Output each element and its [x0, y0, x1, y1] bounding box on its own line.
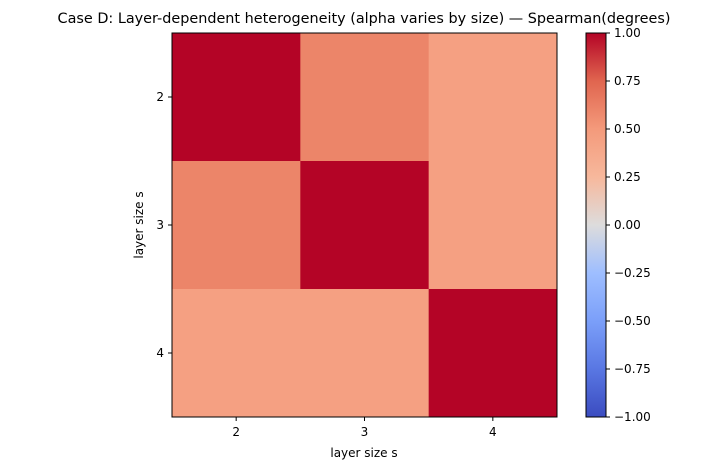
- heatmap-cell-3-4: [428, 161, 558, 290]
- colorbar-tick-label: 0.25: [614, 170, 641, 184]
- colorbar-tick-label: −0.50: [614, 314, 651, 328]
- colorbar-tick-label: −0.25: [614, 266, 651, 280]
- heatmap-cells: [172, 33, 558, 418]
- colorbar-tick-label: 0.00: [614, 218, 641, 232]
- y-tick-label: 2: [156, 90, 164, 104]
- colorbar-tick-label: 0.50: [614, 122, 641, 136]
- colorbar-tick-label: −0.75: [614, 362, 651, 376]
- y-tick-label: 3: [156, 218, 164, 232]
- heatmap-cell-2-3: [300, 33, 430, 162]
- chart-title: Case D: Layer-dependent heterogeneity (a…: [58, 11, 671, 27]
- colorbar-tick-label: −1.00: [614, 410, 651, 424]
- heatmap-cell-3-3: [300, 161, 430, 290]
- y-tick-label: 4: [156, 346, 164, 360]
- x-axis-label: layer size s: [330, 446, 397, 460]
- x-tick-label: 3: [361, 425, 369, 439]
- colorbar: [585, 32, 607, 418]
- heatmap-cell-4-2: [172, 289, 301, 418]
- colorbar-tick-label: 1.00: [614, 26, 641, 40]
- heatmap-cell-2-2: [172, 33, 301, 162]
- heatmap-cell-3-2: [172, 161, 301, 290]
- x-tick-label: 4: [489, 425, 497, 439]
- x-axis-ticks: 2 3 4: [232, 417, 497, 439]
- x-tick-label: 2: [232, 425, 240, 439]
- heatmap-cell-2-4: [428, 33, 558, 162]
- heatmap-cell-4-3: [300, 289, 430, 418]
- heatmap-cell-4-4: [428, 289, 558, 418]
- colorbar-tick-label: 0.75: [614, 74, 641, 88]
- y-axis-label: layer size s: [132, 191, 146, 258]
- y-axis-ticks: 2 3 4: [156, 90, 172, 360]
- colorbar-ticks: 1.00 0.75 0.50 0.25 0.00 −0.25 −0.50 −0.75 −1.00: [606, 26, 651, 424]
